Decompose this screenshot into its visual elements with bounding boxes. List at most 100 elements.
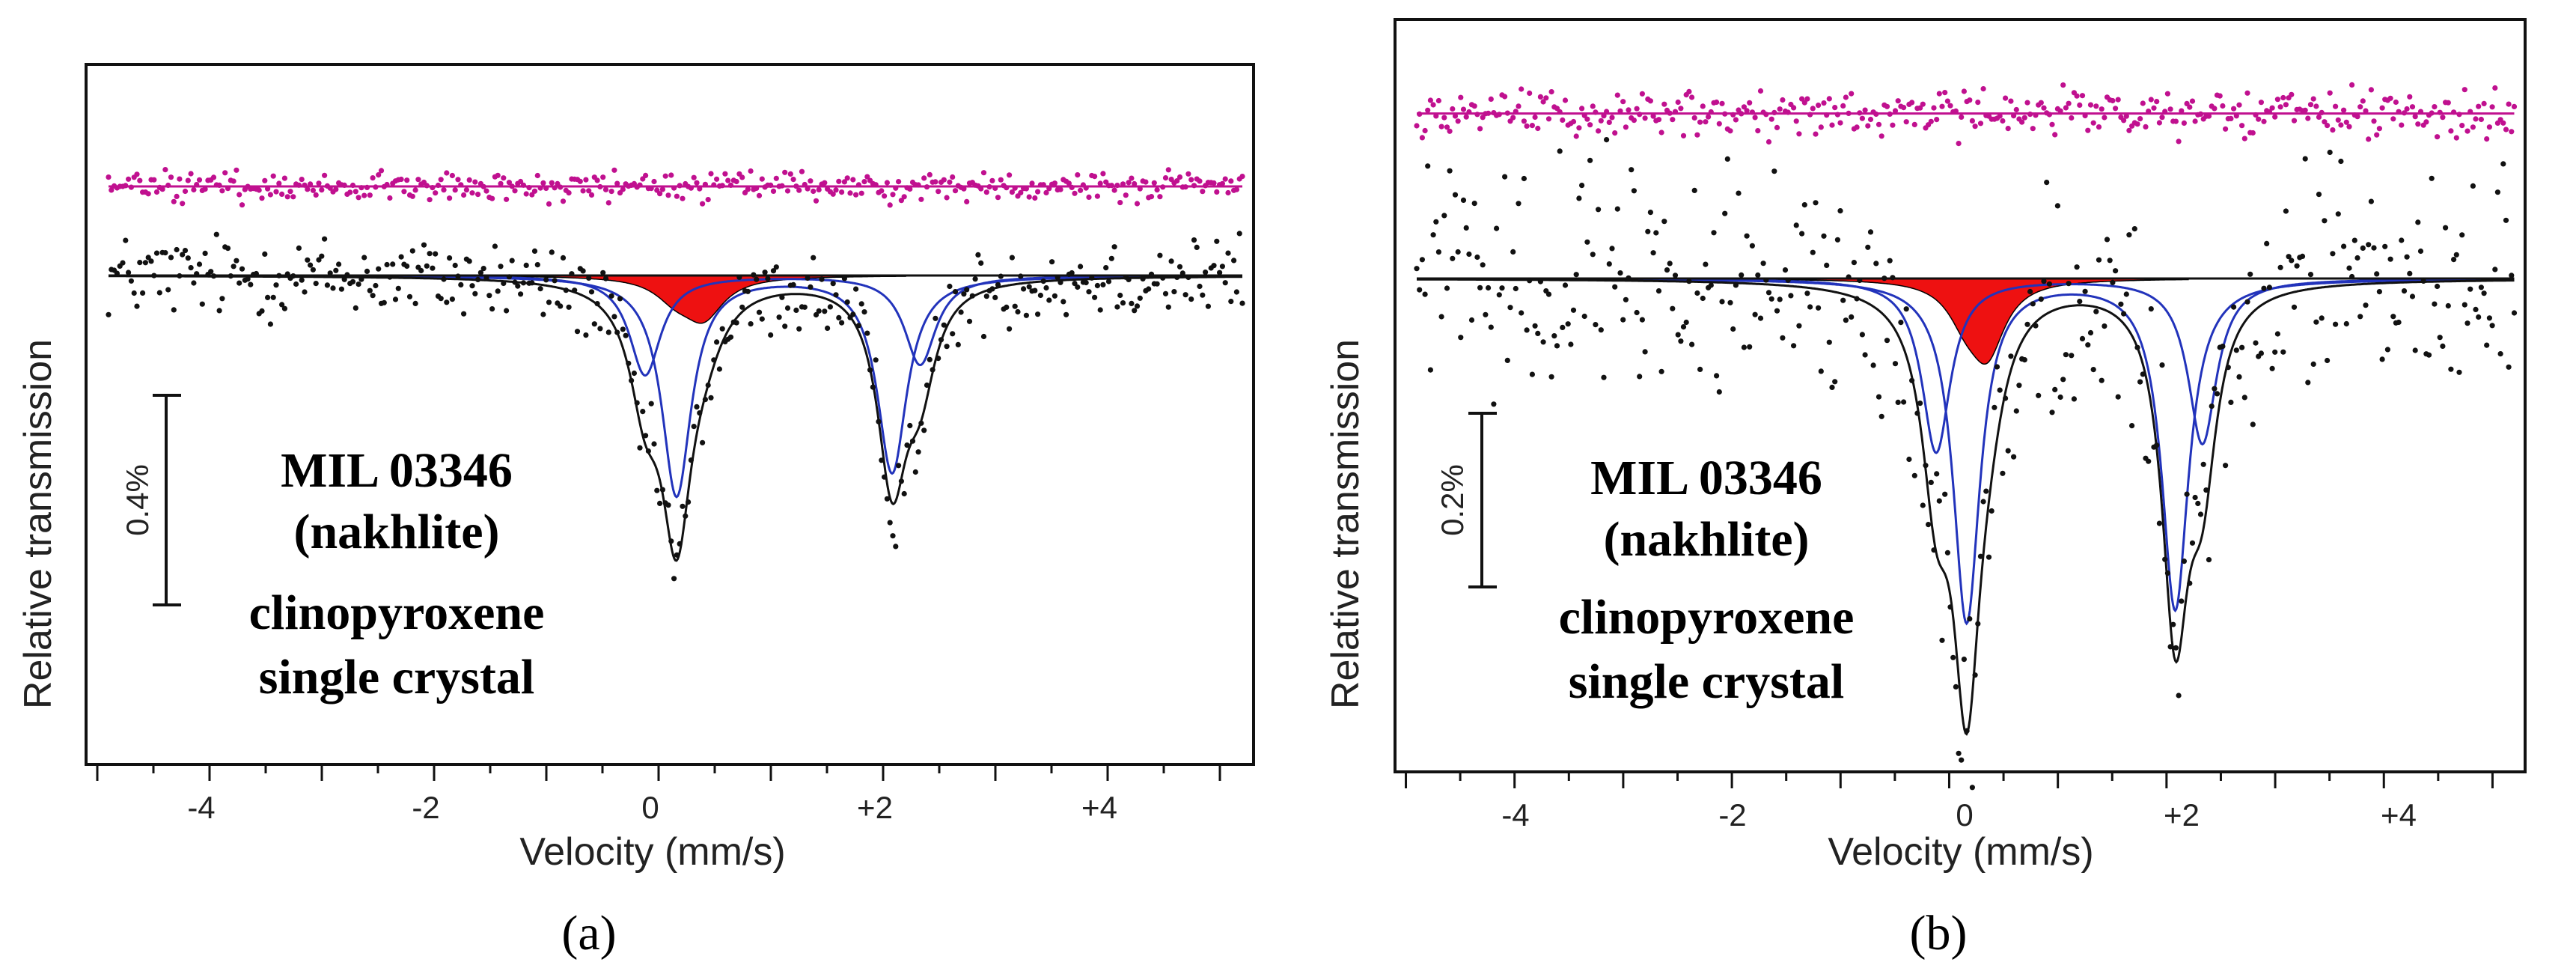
residual-point [998, 177, 1004, 183]
data-point [890, 533, 896, 539]
residual-point [2307, 102, 2314, 108]
data-point [1785, 277, 1791, 283]
residual-point [941, 177, 947, 183]
data-point [361, 255, 367, 261]
data-point [839, 320, 845, 326]
data-point [762, 270, 768, 276]
data-point [1686, 279, 1692, 284]
residual-point [537, 185, 543, 191]
data-point [850, 311, 856, 317]
data-point [2415, 219, 2421, 225]
data-point [2443, 225, 2449, 231]
data-point [156, 290, 162, 296]
data-point [876, 419, 882, 424]
data-point [208, 269, 214, 275]
residual-point [364, 184, 370, 190]
data-point [475, 276, 481, 282]
data-point [983, 293, 989, 299]
data-point [2376, 289, 2382, 295]
residual-point [665, 192, 671, 198]
data-point [1086, 289, 1092, 295]
data-point [1749, 243, 1755, 249]
residual-point [279, 191, 285, 197]
data-point [1560, 324, 1566, 330]
data-point [114, 270, 120, 276]
data-point [1867, 229, 1874, 235]
data-point [1598, 327, 1604, 333]
residual-point [1791, 105, 1797, 111]
residual-point [2140, 100, 2146, 106]
data-point [1587, 157, 1593, 163]
residual-point [1931, 105, 1937, 111]
data-point [694, 404, 700, 410]
residual-point [1521, 118, 1527, 124]
residual-point [2484, 136, 2490, 142]
data-point [727, 334, 734, 340]
residual-point [2360, 98, 2366, 104]
residual-point [1455, 118, 1461, 124]
data-point [2470, 183, 2476, 189]
data-point [2445, 302, 2451, 309]
data-point [1422, 291, 1428, 297]
data-point [2261, 285, 2267, 291]
residual-point [182, 188, 189, 195]
residual-point [1018, 189, 1024, 195]
residual-point [1639, 91, 1645, 97]
data-point [2131, 226, 2137, 232]
data-point [1647, 210, 1653, 216]
residual-point [1126, 180, 1132, 186]
residual-point [1148, 194, 1155, 200]
data-point [748, 321, 754, 327]
data-point [1670, 305, 1676, 311]
residual-point [924, 184, 930, 190]
residual-point [2066, 100, 2072, 106]
residual-point [1480, 115, 1486, 121]
data-point [2148, 306, 2154, 312]
data-point [1634, 309, 1640, 316]
residual-point [370, 175, 376, 181]
data-point [2093, 308, 2099, 314]
data-point [1604, 137, 1610, 143]
residual-point [1560, 117, 1566, 123]
data-point [352, 305, 358, 311]
residual-point [1557, 109, 1563, 115]
data-point [290, 273, 296, 279]
data-point [2417, 248, 2424, 255]
residual-point [350, 182, 356, 189]
residual-point [1739, 111, 1745, 117]
residual-point [259, 195, 265, 201]
data-point [165, 287, 171, 293]
residual-point [1936, 91, 1942, 97]
data-point [1004, 304, 1010, 310]
data-point [1519, 310, 1524, 316]
data-point [947, 283, 953, 290]
data-point [279, 302, 285, 308]
data-point [1878, 413, 1884, 419]
data-point [2167, 644, 2173, 650]
data-point [2274, 331, 2280, 337]
data-point [1780, 335, 1786, 341]
data-point [1851, 260, 1857, 266]
residual-point [927, 171, 933, 177]
data-point [1846, 274, 1852, 280]
data-point [1507, 305, 1513, 311]
residual-point [583, 177, 589, 183]
data-point [327, 270, 333, 276]
data-point [2110, 279, 2116, 285]
data-point [1162, 290, 1169, 296]
data-point [790, 281, 796, 287]
data-point [1063, 311, 1069, 317]
data-point [2302, 156, 2308, 162]
residual-point [231, 178, 236, 184]
data-point [2241, 395, 2247, 401]
residual-point [1009, 189, 1015, 195]
data-point [1689, 341, 1695, 347]
residual-point [1233, 186, 1239, 192]
residual-point [466, 177, 472, 183]
residual-point [711, 182, 717, 188]
residual-point [1810, 106, 1816, 112]
data-point [2489, 323, 2495, 329]
residual-point [643, 172, 649, 178]
residual-point [1078, 187, 1084, 193]
data-point [773, 264, 779, 270]
